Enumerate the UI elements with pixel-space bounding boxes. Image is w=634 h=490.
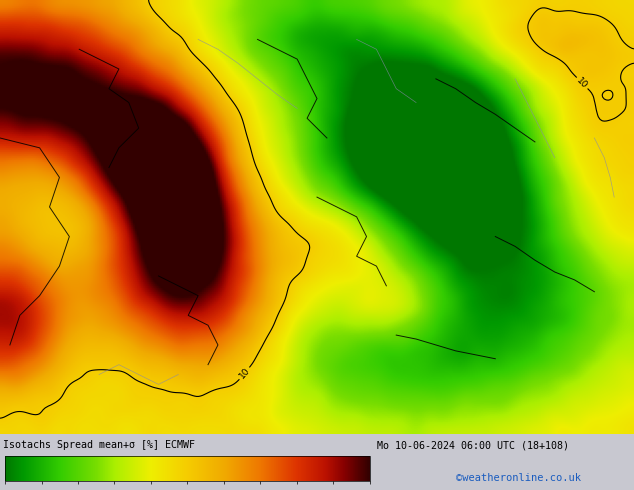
- Text: Isotachs Spread mean+σ [%] ECMWF: Isotachs Spread mean+σ [%] ECMWF: [3, 441, 195, 450]
- Text: 10: 10: [575, 76, 589, 91]
- Text: ©weatheronline.co.uk: ©weatheronline.co.uk: [456, 473, 581, 483]
- Text: Mo 10-06-2024 06:00 UTC (18+108): Mo 10-06-2024 06:00 UTC (18+108): [377, 441, 569, 450]
- Text: 10: 10: [237, 366, 252, 381]
